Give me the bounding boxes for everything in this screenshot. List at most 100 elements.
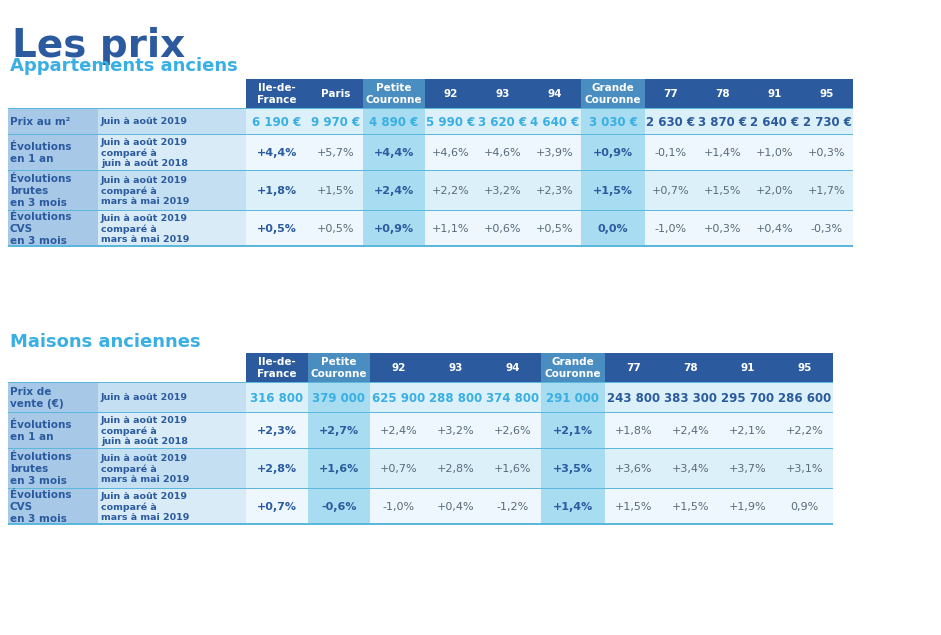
Bar: [801, 211, 853, 247]
Text: +1,5%: +1,5%: [614, 502, 652, 512]
Bar: [697, 171, 749, 211]
Text: 3 620 €: 3 620 €: [479, 116, 528, 128]
Text: 243 800: 243 800: [607, 392, 660, 404]
Bar: [427, 489, 484, 525]
Bar: [246, 79, 308, 109]
Text: Juin à août 2019
comparé à
mars à mai 2019: Juin à août 2019 comparé à mars à mai 20…: [101, 491, 189, 522]
Bar: [98, 413, 246, 449]
Text: Grande
Couronne: Grande Couronne: [545, 358, 601, 379]
Text: 2 630 €: 2 630 €: [646, 116, 695, 128]
Bar: [98, 171, 246, 211]
Text: -1,0%: -1,0%: [382, 502, 415, 512]
Text: +1,5%: +1,5%: [593, 186, 633, 196]
Bar: [308, 489, 370, 525]
Text: +2,2%: +2,2%: [432, 186, 470, 196]
Text: +1,5%: +1,5%: [704, 186, 742, 196]
Text: +5,7%: +5,7%: [317, 148, 355, 158]
Bar: [98, 449, 246, 489]
Text: +2,1%: +2,1%: [728, 426, 766, 436]
Bar: [308, 135, 363, 171]
Text: Maisons anciennes: Maisons anciennes: [10, 333, 200, 351]
Text: Juin à août 2019
comparé à
mars à mai 2019: Juin à août 2019 comparé à mars à mai 20…: [101, 214, 189, 244]
Bar: [246, 449, 308, 489]
Bar: [776, 449, 833, 489]
Text: +2,2%: +2,2%: [786, 426, 823, 436]
Text: 0,9%: 0,9%: [790, 502, 819, 512]
Bar: [581, 79, 645, 109]
Text: +1,8%: +1,8%: [614, 426, 652, 436]
Text: +1,4%: +1,4%: [553, 502, 593, 512]
Bar: [8, 413, 98, 449]
Text: +1,4%: +1,4%: [704, 148, 742, 158]
Text: Ile-de-
France: Ile-de- France: [257, 83, 296, 105]
Text: -1,0%: -1,0%: [655, 224, 687, 234]
Bar: [8, 448, 833, 449]
Text: Les prix: Les prix: [12, 27, 185, 65]
Bar: [776, 353, 833, 383]
Bar: [425, 211, 477, 247]
Text: Juin à août 2019
comparé à
juin à août 2018: Juin à août 2019 comparé à juin à août 2…: [101, 138, 188, 168]
Bar: [645, 211, 697, 247]
Bar: [425, 135, 477, 171]
Text: 4 890 €: 4 890 €: [370, 116, 419, 128]
Bar: [605, 353, 662, 383]
Text: +1,8%: +1,8%: [257, 186, 297, 196]
Text: 93: 93: [448, 363, 463, 373]
Text: +2,4%: +2,4%: [374, 186, 414, 196]
Text: 316 800: 316 800: [250, 392, 304, 404]
Bar: [662, 413, 719, 449]
Bar: [776, 413, 833, 449]
Bar: [477, 211, 529, 247]
Text: +2,8%: +2,8%: [437, 464, 474, 474]
Bar: [363, 135, 425, 171]
Bar: [98, 135, 246, 171]
Text: Évolutions
en 1 an: Évolutions en 1 an: [10, 142, 72, 164]
Bar: [541, 353, 605, 383]
Bar: [246, 109, 308, 135]
Bar: [370, 489, 427, 525]
Bar: [484, 383, 541, 413]
Text: +0,9%: +0,9%: [374, 224, 414, 234]
Bar: [246, 413, 308, 449]
Text: 6 190 €: 6 190 €: [252, 116, 301, 128]
Bar: [541, 383, 605, 413]
Bar: [246, 135, 308, 171]
Text: 78: 78: [683, 363, 698, 373]
Bar: [749, 109, 801, 135]
Text: +4,4%: +4,4%: [257, 148, 297, 158]
Bar: [529, 109, 581, 135]
Bar: [477, 79, 529, 109]
Bar: [801, 135, 853, 171]
Text: +4,4%: +4,4%: [374, 148, 414, 158]
Text: +3,5%: +3,5%: [553, 464, 593, 474]
Text: +3,7%: +3,7%: [728, 464, 766, 474]
Bar: [697, 79, 749, 109]
Bar: [645, 79, 697, 109]
Bar: [8, 449, 98, 489]
Bar: [8, 382, 833, 383]
Text: +0,5%: +0,5%: [257, 224, 297, 234]
Bar: [697, 135, 749, 171]
Text: +0,3%: +0,3%: [808, 148, 846, 158]
Text: 95: 95: [797, 363, 812, 373]
Bar: [581, 171, 645, 211]
Bar: [484, 489, 541, 525]
Bar: [8, 412, 833, 413]
Bar: [477, 109, 529, 135]
Text: 92: 92: [391, 363, 406, 373]
Text: +2,3%: +2,3%: [257, 426, 297, 436]
Bar: [605, 449, 662, 489]
Bar: [719, 353, 776, 383]
Bar: [801, 79, 853, 109]
Text: 295 700: 295 700: [721, 392, 774, 404]
Bar: [363, 79, 425, 109]
Text: 77: 77: [663, 89, 678, 99]
Bar: [581, 135, 645, 171]
Bar: [8, 524, 833, 525]
Text: 91: 91: [741, 363, 755, 373]
Bar: [8, 523, 833, 525]
Text: Paris: Paris: [321, 89, 350, 99]
Bar: [425, 109, 477, 135]
Bar: [308, 383, 370, 413]
Text: 94: 94: [548, 89, 563, 99]
